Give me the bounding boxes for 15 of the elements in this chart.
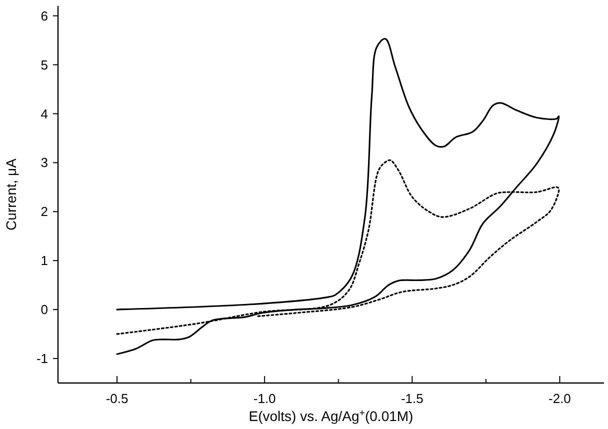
y-tick-label: 6	[40, 8, 48, 24]
y-tick-label: 2	[40, 204, 48, 220]
y-tick-label: 3	[40, 155, 48, 170]
x-axis-title: E(volts) vs. Ag/Ag$^{+}$(0.01M)	[248, 408, 414, 424]
y-tick-label: 1	[40, 253, 48, 268]
y-tick-label: 5	[40, 57, 48, 72]
y-tick-label: 0	[40, 302, 48, 318]
line-series	[116, 38, 560, 355]
x-tick-label: -1.5	[400, 391, 424, 406]
x-tick-label: -1.0	[253, 391, 276, 406]
x-tick-label: -0.5	[106, 391, 128, 406]
y-tick-label: -1	[36, 351, 48, 366]
y-tick-label: 4	[40, 106, 48, 122]
x-tick-label: -2.0	[548, 391, 571, 406]
y-axis-title: Current, μA	[3, 158, 19, 230]
